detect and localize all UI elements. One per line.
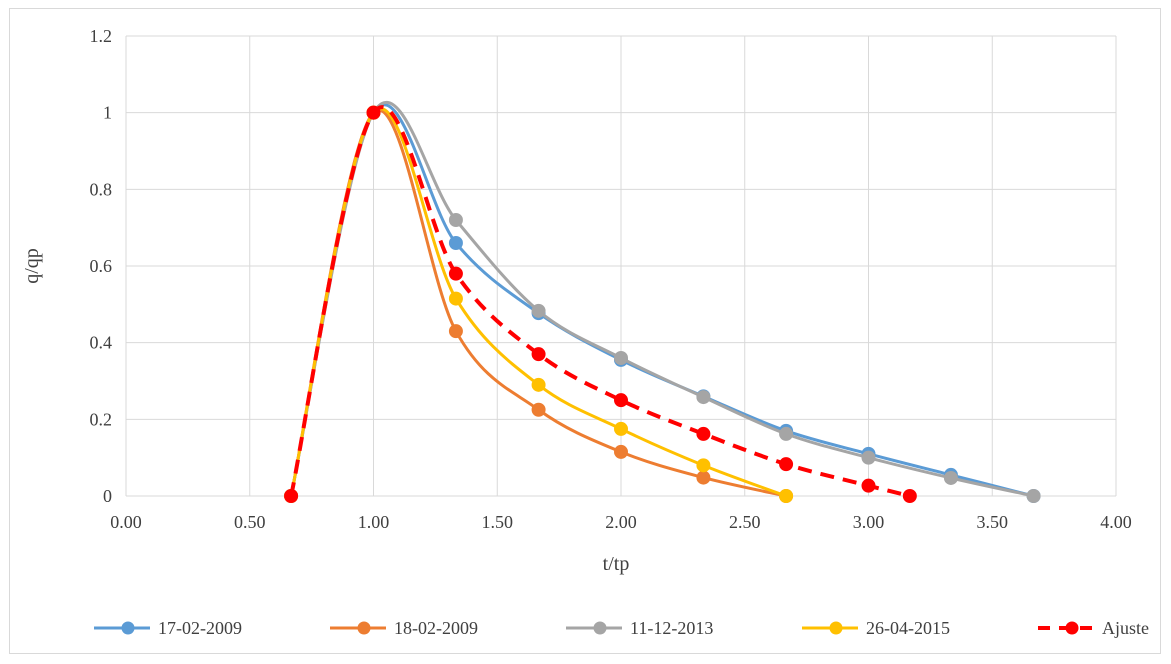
data-point (448, 291, 463, 306)
data-point (902, 489, 917, 503)
y-tick-label: 0.4 (90, 333, 113, 353)
legend-label: Ajuste (1102, 618, 1149, 638)
x-tick-label: 0.50 (234, 512, 266, 532)
data-point (943, 470, 958, 485)
series-layer (284, 101, 1041, 503)
legend-item: 18-02-2009 (330, 618, 478, 638)
data-point (696, 426, 711, 441)
chart-frame (9, 8, 1161, 654)
x-tick-label: 2.00 (605, 512, 637, 532)
x-tick-label: 0.00 (110, 512, 142, 532)
y-tick-label: 1.2 (90, 26, 113, 46)
legend-label: 17-02-2009 (158, 618, 242, 638)
x-tick-label: 4.00 (1100, 512, 1132, 532)
y-tick-label: 0 (103, 486, 112, 506)
data-point (779, 489, 794, 503)
y-tick-label: 0.8 (90, 179, 113, 199)
legend-label: 26-04-2015 (866, 618, 950, 638)
x-tick-label: 1.00 (358, 512, 390, 532)
x-tick-labels: 0.00 0.50 1.00 1.50 2.00 2.50 3.00 3.50 4.00 (110, 512, 1132, 532)
legend: 17-02-2009 18-02-2009 11-12-2013 26-04-2015… (94, 618, 1149, 638)
x-tick-label: 3.50 (977, 512, 1009, 532)
legend-item: Ajuste (1038, 618, 1149, 638)
data-point (531, 347, 546, 362)
x-axis-title: t/tp (603, 553, 630, 575)
data-point (614, 393, 628, 408)
x-tick-label: 1.50 (482, 512, 514, 532)
y-tick-label: 0.2 (90, 409, 113, 429)
legend-marker (593, 621, 607, 635)
y-tick-label: 1 (103, 103, 112, 123)
series-line (289, 105, 911, 498)
legend-marker (1065, 621, 1079, 635)
data-point (1026, 489, 1041, 503)
legend-item: 17-02-2009 (94, 618, 242, 638)
x-tick-label: 3.00 (853, 512, 885, 532)
data-point (366, 105, 381, 120)
legend-label: 11-12-2013 (630, 618, 713, 638)
data-point (448, 324, 463, 339)
data-point (284, 489, 299, 503)
series-17-02-2009 (284, 103, 1041, 503)
x-tick-label: 2.50 (729, 512, 761, 532)
data-point (861, 478, 876, 493)
y-tick-labels: 0 0.2 0.4 0.6 0.8 1 1.2 (90, 26, 113, 506)
legend-label: 18-02-2009 (394, 618, 478, 638)
series-line (289, 101, 1034, 498)
series-line (289, 103, 1034, 498)
data-point (696, 390, 711, 405)
data-point (696, 470, 711, 485)
series-11-12-2013 (284, 101, 1041, 503)
data-point (696, 458, 711, 473)
legend-item: 11-12-2013 (566, 618, 713, 638)
legend-marker (121, 621, 135, 635)
data-point (614, 351, 628, 365)
legend-marker (357, 621, 371, 635)
data-point (779, 457, 794, 472)
data-point (531, 402, 546, 417)
data-point (448, 213, 463, 227)
legend-marker (829, 621, 843, 635)
data-point (448, 266, 463, 281)
data-point (614, 421, 628, 436)
y-axis-title: q/qp (21, 248, 43, 284)
y-tick-label: 0.6 (90, 256, 113, 276)
data-point (448, 236, 463, 250)
legend-item: 26-04-2015 (802, 618, 950, 638)
data-point (861, 450, 876, 465)
data-point (531, 377, 546, 392)
series-Ajuste (284, 105, 917, 503)
data-point (779, 426, 794, 441)
data-point (531, 303, 546, 318)
data-point (614, 444, 628, 459)
